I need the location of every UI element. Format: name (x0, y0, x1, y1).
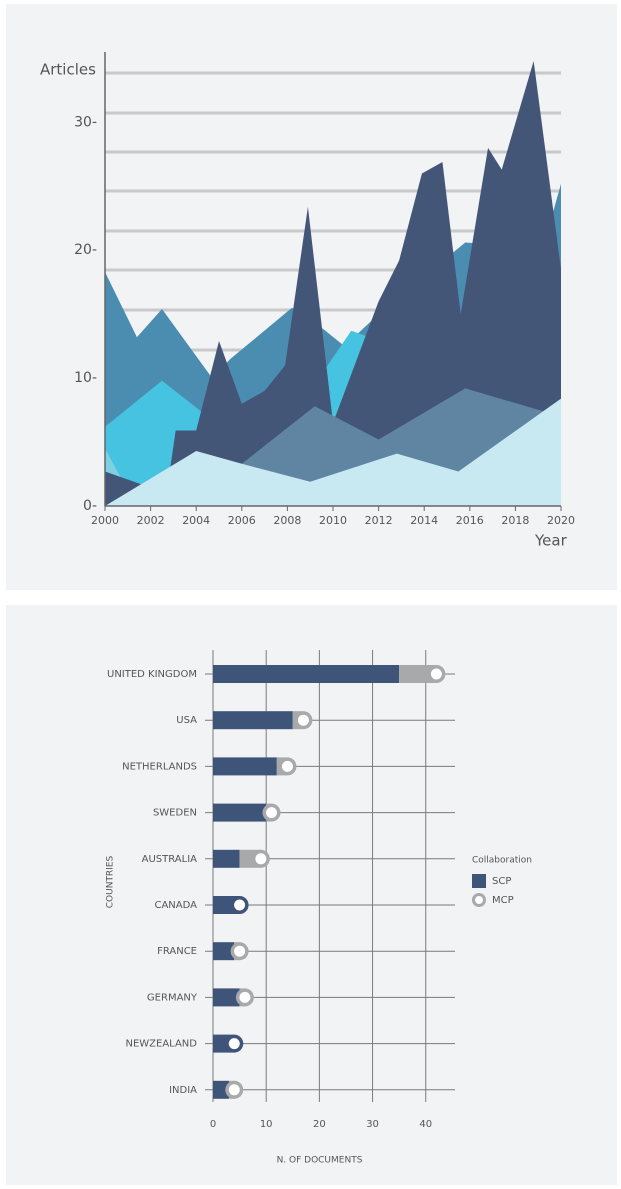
y-tick-label: GERMANY (147, 992, 198, 1003)
y-tick-label: 0- (83, 498, 97, 514)
bar-cap-dot (228, 1084, 240, 1096)
x-tick-label: 20 (313, 1119, 326, 1130)
y-tick-label: FRANCE (157, 946, 197, 957)
bar (213, 757, 277, 776)
bar-cap-dot (239, 991, 251, 1003)
x-tick-label: 2020 (547, 514, 575, 527)
y-tick-label: NETHERLANDS (122, 761, 197, 772)
x-tick-label: 2012 (365, 514, 393, 527)
legend-label: SCP (492, 876, 511, 887)
area (105, 398, 561, 506)
bar (213, 1080, 229, 1099)
bar-cap-dot (234, 899, 246, 911)
bar-cap-dot (266, 807, 278, 819)
x-tick-label: 2000 (91, 514, 119, 527)
bar (213, 942, 235, 961)
y-tick-label: SWEDEN (153, 808, 197, 819)
legend-swatch (472, 893, 486, 907)
y-axis-label: COUNTRIES (106, 855, 116, 908)
panel (6, 605, 617, 1185)
y-tick-label: INDIA (169, 1085, 197, 1096)
bar-cap-dot (430, 668, 442, 680)
y-tick-label: 20- (74, 242, 97, 258)
y-tick-label: USA (176, 715, 197, 726)
bar-cap-dot (228, 1038, 240, 1050)
area-chart: 0- 10- 20- 30- 2000 2002 2004 2006 2008 2010 2012 2… (40, 52, 575, 550)
x-tick-label: 40 (419, 1119, 432, 1130)
x-tick-label: 2004 (182, 514, 210, 527)
bar (213, 849, 240, 868)
bar (213, 988, 240, 1007)
legend-label: MCP (492, 895, 514, 906)
bar (399, 665, 437, 683)
bar-cap-dot (281, 760, 293, 772)
x-tick-label: 2018 (501, 514, 529, 527)
y-tick-label: UNITED KINGDOM (107, 669, 197, 680)
x-tick-label: 30 (366, 1119, 379, 1130)
area (105, 60, 561, 506)
y-axis-label: Articles (40, 61, 96, 79)
y-tick-label: 10- (74, 370, 97, 386)
legend-title: Collaboration (472, 856, 532, 866)
x-tick-label: 2002 (137, 514, 165, 527)
bar-cap-dot (255, 853, 267, 865)
bar (213, 803, 267, 822)
y-tick-label: AUSTRALIA (142, 854, 198, 865)
x-tick-label: 10 (260, 1119, 273, 1130)
y-tick-label: NEWZEALAND (125, 1039, 197, 1050)
bar-cap-dot (297, 714, 309, 726)
x-axis-label: Year (534, 532, 568, 550)
x-axis-label: N. OF DOCUMENTS (277, 1156, 363, 1166)
x-tick-label: 2014 (410, 514, 438, 527)
bar-chart: 0 10 20 30 40 UNITED KINGDOM USA NETHERLANDS SWE… (106, 650, 532, 1166)
x-tick-label: 2010 (319, 514, 347, 527)
x-tick-label: 2016 (456, 514, 484, 527)
x-tick-label: 2006 (228, 514, 256, 527)
x-tick-label: 2008 (273, 514, 301, 527)
x-tick-label: 0 (210, 1119, 216, 1130)
y-tick-label: 30- (74, 114, 97, 130)
bar (213, 665, 400, 683)
bar (213, 711, 293, 730)
bar-cap-dot (234, 945, 246, 957)
y-tick-label: CANADA (154, 900, 197, 911)
legend-swatch (472, 874, 486, 888)
